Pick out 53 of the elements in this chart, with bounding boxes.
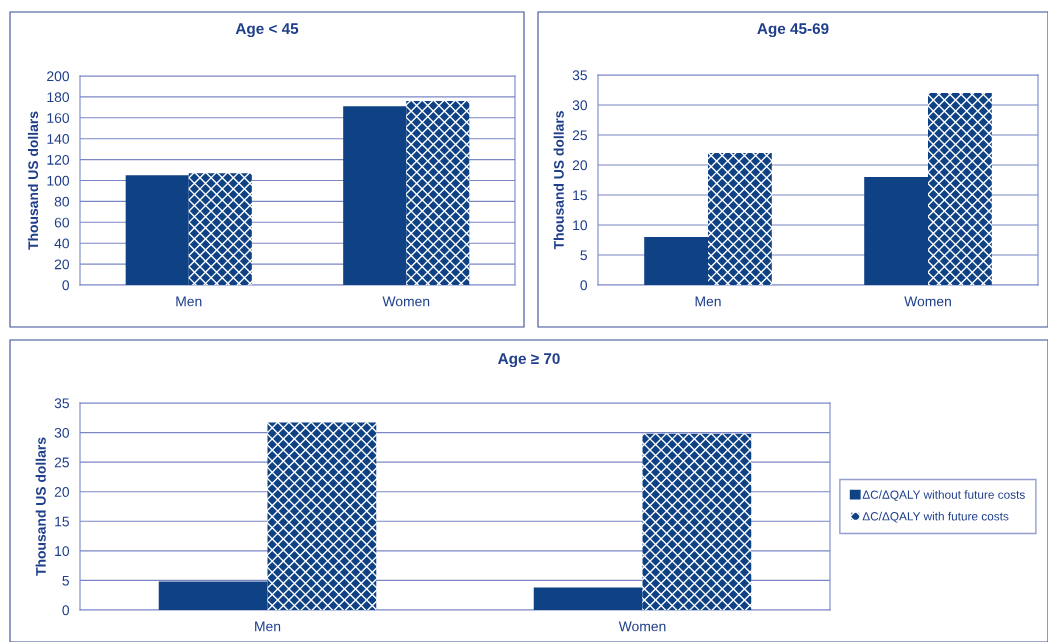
chart-title: Age ≥ 70 bbox=[498, 353, 560, 368]
y-tick-label: 200 bbox=[47, 71, 70, 82]
x-tick-label: Men bbox=[255, 621, 281, 632]
y-tick-label: 160 bbox=[47, 113, 70, 123]
x-tick-label: Women bbox=[904, 296, 951, 307]
bar bbox=[158, 581, 268, 610]
y-axis-title: Thousand US dollars bbox=[553, 111, 564, 250]
y-tick-label: 0 bbox=[580, 280, 588, 291]
bar bbox=[343, 106, 407, 285]
chart-title: Age 45-69 bbox=[757, 23, 829, 38]
y-tick-label: 20 bbox=[54, 487, 70, 497]
bar bbox=[188, 173, 252, 285]
y-tick-label: 35 bbox=[572, 70, 587, 81]
x-tick-label: Men bbox=[695, 296, 721, 307]
bar bbox=[406, 101, 470, 285]
y-axis-title: Thousand US dollars bbox=[27, 111, 39, 250]
x-tick-label: Women bbox=[618, 621, 666, 632]
bar bbox=[642, 433, 752, 610]
y-tick-label: 30 bbox=[572, 100, 588, 111]
y-tick-label: 15 bbox=[55, 516, 69, 527]
bar bbox=[267, 422, 377, 610]
bar bbox=[533, 587, 643, 610]
bar bbox=[125, 175, 189, 285]
y-tick-label: 35 bbox=[54, 398, 69, 409]
x-tick-label: Men bbox=[176, 296, 202, 307]
y-tick-label: 25 bbox=[54, 457, 69, 468]
y-tick-label: 100 bbox=[47, 175, 70, 186]
y-tick-label: 5 bbox=[580, 250, 587, 261]
y-tick-label: 40 bbox=[54, 238, 70, 249]
y-tick-label: 15 bbox=[573, 190, 587, 201]
y-tick-label: 180 bbox=[47, 92, 70, 103]
bar bbox=[708, 153, 772, 285]
legend-label: ΔC/ΔQALY with future costs bbox=[862, 511, 1009, 523]
chart-title: Age < 45 bbox=[235, 23, 299, 38]
y-tick-label: 120 bbox=[47, 154, 70, 165]
y-tick-label: 20 bbox=[572, 160, 588, 171]
y-tick-label: 20 bbox=[54, 259, 70, 270]
y-tick-label: 10 bbox=[55, 546, 70, 557]
y-tick-label: 140 bbox=[47, 134, 70, 144]
bar bbox=[928, 93, 992, 285]
y-axis-title: Thousand US dollars bbox=[35, 437, 46, 576]
y-tick-label: 0 bbox=[62, 280, 70, 291]
y-tick-label: 0 bbox=[62, 605, 70, 616]
y-tick-label: 80 bbox=[54, 196, 70, 207]
y-tick-label: 10 bbox=[573, 220, 588, 231]
y-tick-label: 5 bbox=[62, 575, 69, 586]
y-tick-label: 30 bbox=[54, 427, 70, 438]
y-tick-label: 60 bbox=[54, 217, 70, 228]
bar bbox=[864, 177, 928, 285]
x-tick-label: Women bbox=[382, 296, 430, 307]
y-tick-label: 25 bbox=[572, 130, 587, 141]
bar bbox=[644, 237, 708, 285]
legend-label: ΔC/ΔQALY without future costs bbox=[862, 490, 1025, 501]
